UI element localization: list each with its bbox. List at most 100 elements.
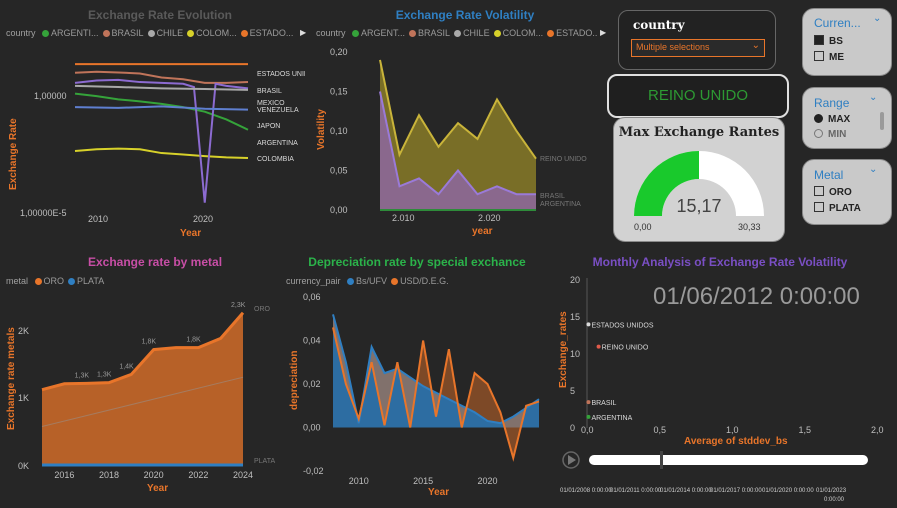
series-line xyxy=(74,78,249,203)
legend-dot-icon xyxy=(42,29,50,37)
legend-label: CHILE xyxy=(463,28,490,38)
dropdown-value: Multiple selections xyxy=(636,42,710,52)
series-line xyxy=(41,311,245,392)
x-axis-label: Year xyxy=(147,483,168,494)
x-tick: 2024 xyxy=(233,470,253,480)
x-tick: 2,0 xyxy=(871,425,884,435)
legend-dot-icon xyxy=(68,277,76,285)
panel2-legend: country ARGENT... BRASIL CHILE COLOM... ESTA… xyxy=(316,28,598,38)
range-option-max[interactable]: MAX xyxy=(814,114,850,125)
range-slicer-title: Range xyxy=(814,96,850,110)
timeline-tick: 01/01/2011 0:00:00 xyxy=(610,488,662,494)
trend-line xyxy=(41,376,244,428)
y-tick: 0,10 xyxy=(330,126,348,136)
range-option-min[interactable]: MIN xyxy=(814,129,846,140)
legend-next-icon[interactable]: ▶ xyxy=(300,28,307,37)
legend-item[interactable]: ESTADO... xyxy=(237,28,294,38)
metal-slicer-title: Metal xyxy=(814,168,844,182)
panel4-title: Depreciation rate by special exchance xyxy=(308,255,526,269)
gauge-min: 0,00 xyxy=(634,222,652,232)
currency-option-bs[interactable]: BS xyxy=(814,35,843,47)
checkbox-icon xyxy=(814,186,824,196)
legend-dot-icon xyxy=(409,29,417,37)
series-line xyxy=(74,147,249,160)
legend-item[interactable]: Bs/UFV xyxy=(343,276,387,286)
y-tick: 5 xyxy=(570,386,575,396)
x-tick: 0,5 xyxy=(654,425,667,435)
scatter-point[interactable] xyxy=(586,400,591,405)
line-label: JAPON xyxy=(257,123,280,130)
x-tick: 2.020 xyxy=(478,213,501,223)
legend-item[interactable]: BRASIL xyxy=(405,28,450,38)
legend-dot-icon xyxy=(347,277,355,285)
y-tick: -0,02 xyxy=(303,466,324,476)
y-tick: 15 xyxy=(570,312,580,322)
country-dropdown[interactable]: Multiple selections ⌄ xyxy=(631,39,765,57)
timeline-tick: 01/01/2014 0:00:00 xyxy=(660,488,712,494)
legend-item[interactable]: ESTADO... xyxy=(543,28,598,38)
y-axis-label: Exchange_rates xyxy=(558,311,569,388)
reino-unido-button[interactable]: REINO UNIDO xyxy=(607,74,789,118)
country-slicer[interactable]: country Multiple selections ⌄ xyxy=(618,10,776,70)
radio-icon xyxy=(814,129,823,138)
legend-item[interactable]: ORO xyxy=(31,276,64,286)
chevron-down-icon[interactable]: ⌄ xyxy=(869,164,878,175)
point-label: ESTADOS UNIDOS xyxy=(591,322,653,329)
gauge-max: 30,33 xyxy=(738,222,761,232)
scatter-point[interactable] xyxy=(586,322,591,327)
chevron-down-icon[interactable]: ⌄ xyxy=(869,92,878,103)
y-axis-label: Exchange Rate xyxy=(8,118,19,190)
series-end-label: PLATA xyxy=(254,458,275,465)
legend-title: country xyxy=(316,28,346,38)
timeline-handle[interactable] xyxy=(660,451,663,469)
x-tick: 2020 xyxy=(144,470,164,480)
series-end-label: ORO xyxy=(254,306,271,313)
legend-label: BRASIL xyxy=(111,28,144,38)
metal-option-plata[interactable]: PLATA xyxy=(814,202,861,214)
legend-item[interactable]: COLOM... xyxy=(183,28,237,38)
y-tick: 0 xyxy=(570,423,575,433)
x-tick: 0,0 xyxy=(581,425,594,435)
legend-next-icon[interactable]: ▶ xyxy=(600,28,607,37)
legend-item[interactable]: BRASIL xyxy=(99,28,144,38)
legend-label: ARGENT... xyxy=(361,28,406,38)
series-line xyxy=(74,105,249,111)
legend-item[interactable]: ARGENT... xyxy=(348,28,405,38)
legend-item[interactable]: PLATA xyxy=(64,276,104,286)
y-tick: 0,04 xyxy=(303,336,321,346)
legend-item[interactable]: ARGENTI... xyxy=(38,28,99,38)
data-label: 2,3K xyxy=(231,302,246,309)
panel1-legend: country ARGENTI... BRASIL CHILE COLOM... EST… xyxy=(6,28,296,38)
timeline-tick: 01/01/2008 0:00:00 xyxy=(560,488,612,494)
metal-slicer: Metal ⌄ ORO PLATA xyxy=(802,159,892,225)
y-axis-label: depreciation xyxy=(289,351,300,410)
series-line xyxy=(74,70,249,84)
legend-item[interactable]: COLOM... xyxy=(490,28,543,38)
y-tick: 0,20 xyxy=(330,47,348,57)
x-tick: 2016 xyxy=(54,470,74,480)
y-tick: 0K xyxy=(18,461,29,471)
legend-title: country xyxy=(6,28,36,38)
timeline-track[interactable] xyxy=(589,455,868,465)
scatter-point[interactable] xyxy=(586,414,591,419)
legend-label: ESTADO... xyxy=(249,28,294,38)
panel3-legend: metal ORO PLATA xyxy=(6,276,206,286)
y-tick: 1,00000 xyxy=(34,91,67,101)
play-button[interactable] xyxy=(562,451,580,469)
slicer-scrollbar[interactable] xyxy=(880,112,884,130)
currency-option-me[interactable]: ME xyxy=(814,51,844,63)
scatter-point[interactable] xyxy=(596,344,601,349)
legend-item[interactable]: CHILE xyxy=(450,28,490,38)
chevron-down-icon[interactable]: ⌄ xyxy=(873,13,882,24)
data-label: 1,4K xyxy=(119,363,134,370)
line-label: ESTADOS UNIDOS xyxy=(257,71,305,78)
gauge-value: 15,17 xyxy=(676,196,721,216)
legend-item[interactable]: CHILE xyxy=(144,28,183,38)
x-axis-label: Average of stddev_bs xyxy=(684,436,788,447)
metal-option-oro[interactable]: ORO xyxy=(814,186,852,198)
legend-item[interactable]: USD/D.E.G. xyxy=(387,276,449,286)
chevron-down-icon: ⌄ xyxy=(751,40,760,51)
series-label: BRASIL xyxy=(540,193,565,200)
gauge-title: Max Exchange Rantes xyxy=(618,125,780,140)
x-axis-label: year xyxy=(472,226,493,237)
